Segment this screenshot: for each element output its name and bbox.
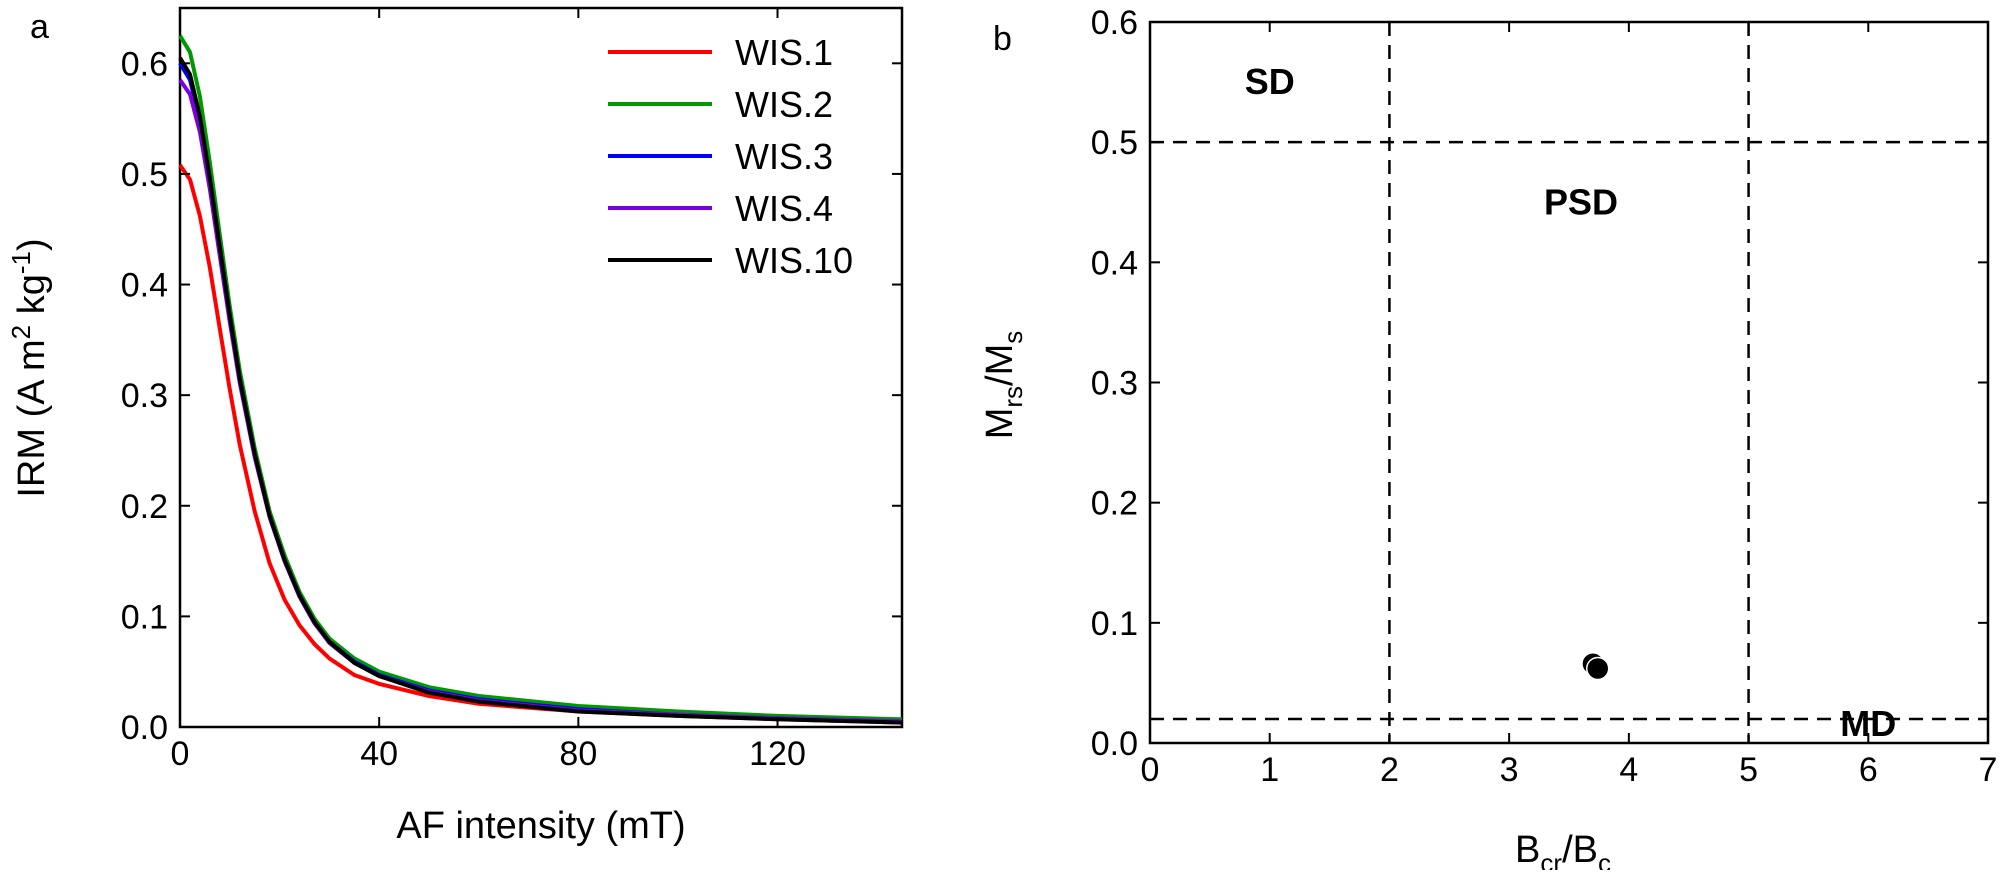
panel-b-x-axis: 0 1 2 3 4 5 6 7 <box>1141 22 1998 789</box>
panel-a-x-label: AF intensity (mT) <box>396 805 685 847</box>
panel-b-x-label-sub2: c <box>1598 848 1611 870</box>
panel-b-y-label-sub: rs <box>998 386 1028 408</box>
panel-b-region-psd: PSD <box>1544 181 1618 222</box>
legend-label-wis-1: WIS.1 <box>735 32 833 73</box>
panel-a-y-tick-label: 0.3 <box>121 377 168 415</box>
panel-a-x-tick-label: 80 <box>559 735 597 773</box>
legend-label-wis-10: WIS.10 <box>735 240 853 281</box>
panel-b-y-label-mid: /M <box>979 344 1021 386</box>
panel-a-y-label-sup1: 2 <box>6 325 36 339</box>
panel-b-y-tick-label: 0.2 <box>1091 485 1138 523</box>
panel-b-y-label: Mrs/Ms <box>979 331 1028 440</box>
panel-a-series <box>178 34 903 725</box>
panel-a-x-axis: 0 40 80 120 <box>171 8 806 773</box>
panel-a-y-tick-label: 0.6 <box>121 45 168 83</box>
panel-a-y-tick-label: 0.1 <box>121 598 168 636</box>
panel-b-y-tick-label: 0.5 <box>1091 124 1138 162</box>
panel-b-x-tick-label: 5 <box>1739 751 1758 789</box>
panel-a-x-tick-label: 120 <box>749 735 806 773</box>
panel-a-x-tick-label: 0 <box>171 735 190 773</box>
panel-a: a 0 40 80 120 0.0 0.1 0.2 0.3 0.4 0.5 0.6 AF inte… <box>6 6 904 847</box>
panel-b-y-tick-label: 0.4 <box>1091 244 1138 282</box>
panel-a-y-axis: 0.0 0.1 0.2 0.3 0.4 0.5 0.6 <box>121 45 902 747</box>
panel-b-x-tick-label: 7 <box>1979 751 1998 789</box>
panel-b-y-tick-label: 0.0 <box>1091 725 1138 763</box>
panel-b-x-label-sub: cr <box>1540 848 1562 870</box>
panel-b-letter: b <box>993 20 1012 58</box>
panel-b-data-point <box>1585 656 1610 681</box>
panel-b-x-label: Bcr/Bc <box>1515 829 1611 870</box>
panel-b-region-sd: SD <box>1245 61 1295 102</box>
panel-a-y-label: IRM (A m2 kg-1) <box>6 238 53 497</box>
panel-b-x-tick-label: 4 <box>1619 751 1638 789</box>
panel-b-x-tick-label: 1 <box>1260 751 1279 789</box>
panel-b-x-tick-label: 0 <box>1141 751 1160 789</box>
panel-b-x-tick-label: 6 <box>1859 751 1878 789</box>
panel-b-points <box>1581 651 1610 681</box>
panel-a-letter: a <box>30 8 49 46</box>
panel-b-x-label-main: B <box>1515 829 1540 870</box>
panel-a-y-tick-label: 0.2 <box>121 488 168 526</box>
panel-b-y-label-main: M <box>979 408 1021 440</box>
panel-a-legend: WIS.1 WIS.2 WIS.3 WIS.4 WIS.10 <box>608 32 853 281</box>
panel-b-reference-lines <box>1150 22 1988 743</box>
legend-label-wis-4: WIS.4 <box>735 188 833 229</box>
panel-a-y-tick-label: 0.4 <box>121 267 168 305</box>
panel-a-y-label-sup2: -1 <box>6 251 36 274</box>
series-line-wis-10 <box>178 56 903 725</box>
panel-b-y-label-sub2: s <box>998 331 1028 344</box>
panel-b-y-tick-label: 0.3 <box>1091 365 1138 403</box>
panel-a-y-tick-label: 0.5 <box>121 156 168 194</box>
panel-b-y-tick-label: 0.6 <box>1091 4 1138 42</box>
legend-label-wis-2: WIS.2 <box>735 84 833 125</box>
panel-b-x-tick-label: 3 <box>1500 751 1519 789</box>
panel-a-y-label-end: ) <box>11 238 53 251</box>
legend-label-wis-3: WIS.3 <box>735 136 833 177</box>
panel-a-frame <box>178 6 904 729</box>
panel-a-y-label-mid: kg <box>11 274 53 325</box>
panel-a-y-label-main: IRM (A m <box>11 339 53 497</box>
panel-b-x-tick-label: 2 <box>1380 751 1399 789</box>
panel-b-y-axis: 0.0 0.1 0.2 0.3 0.4 0.5 0.6 <box>1091 4 1988 763</box>
panel-a-y-tick-label: 0.0 <box>121 709 168 747</box>
panel-b-x-label-mid: /B <box>1562 829 1598 870</box>
panel-b-frame <box>1148 20 1990 745</box>
panel-a-x-tick-label: 40 <box>360 735 398 773</box>
panel-b-y-tick-label: 0.1 <box>1091 605 1138 643</box>
